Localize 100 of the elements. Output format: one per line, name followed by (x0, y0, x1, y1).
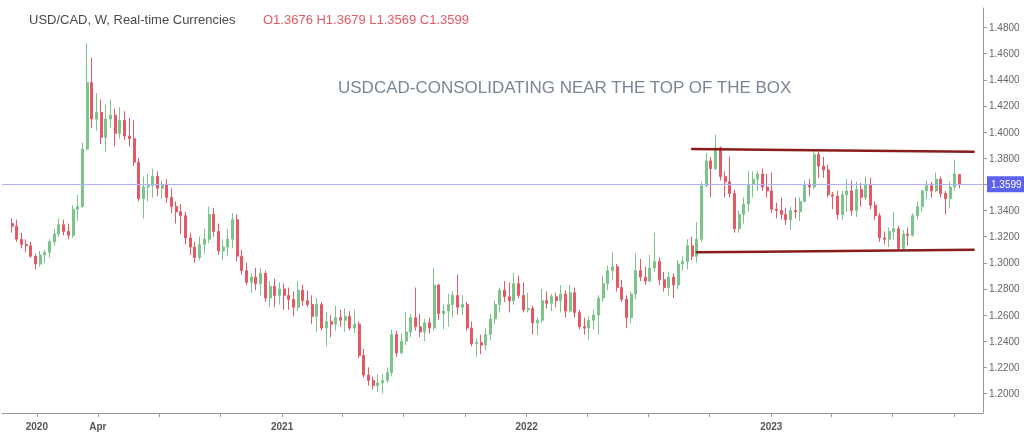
candlestick (372, 375, 375, 390)
candlestick (564, 289, 567, 319)
candlestick (292, 291, 295, 317)
candlestick (264, 270, 267, 303)
candlestick (311, 294, 314, 325)
y-tick-label: 1.4600 (989, 48, 1021, 60)
candlestick (29, 241, 32, 259)
candlestick (850, 179, 853, 217)
candlestick (259, 267, 262, 296)
candlestick (906, 226, 909, 247)
candlestick (813, 149, 816, 191)
candlestick (503, 280, 506, 303)
candlestick (484, 327, 487, 351)
candlestick (587, 315, 590, 341)
candlestick (517, 275, 520, 299)
candlestick (423, 318, 426, 342)
candlestick (531, 305, 534, 336)
candlestick (456, 274, 459, 316)
y-tick-label: 1.4200 (989, 100, 1021, 112)
candlestick (184, 211, 187, 245)
candlestick (480, 334, 483, 355)
candlestick (330, 314, 333, 338)
candlestick (165, 178, 168, 204)
candlestick (592, 309, 595, 330)
candlestick (226, 228, 229, 257)
candlestick (95, 92, 98, 132)
candlestick (728, 156, 731, 198)
y-tick-label: 1.3000 (989, 257, 1021, 269)
candlestick (761, 168, 764, 192)
x-tick-label: Apr (89, 420, 107, 432)
candlestick (114, 108, 117, 147)
candlestick (128, 117, 131, 147)
candlestick (611, 251, 614, 281)
candlestick (597, 294, 600, 336)
candlestick (512, 272, 515, 306)
candlestick (663, 271, 666, 292)
candlestick (752, 170, 755, 198)
candlestick (686, 238, 689, 270)
candlestick (569, 284, 572, 313)
candlestick (283, 283, 286, 311)
candlestick (860, 182, 863, 208)
chart-title: USD/CAD, W, Real-time Currencies (29, 12, 237, 27)
candlestick (639, 258, 642, 282)
candlestick (489, 313, 492, 341)
candlestick (48, 238, 51, 259)
candlestick (958, 173, 961, 189)
candlestick (911, 212, 914, 238)
candlestick (212, 207, 215, 238)
candlestick (297, 280, 300, 312)
candlestick (475, 338, 478, 358)
candlestick (179, 203, 182, 235)
y-tick-label: 1.4800 (989, 22, 1021, 34)
candlestick (536, 317, 539, 336)
candlestick (433, 267, 436, 332)
candlestick (869, 177, 872, 210)
candlestick (541, 288, 544, 324)
y-tick-label: 1.2400 (989, 335, 1021, 347)
candlestick (648, 254, 651, 283)
candlestick (198, 236, 201, 261)
candlestick (367, 366, 370, 387)
candlestick (245, 262, 248, 286)
candlestick (691, 236, 694, 261)
y-tick-label: 1.2200 (989, 361, 1021, 373)
annotation: USDCAD-CONSOLIDATING NEAR THE TOP OF THE BOX (338, 78, 792, 97)
x-tick-label: 2023 (760, 420, 783, 432)
candlestick (789, 206, 792, 231)
candlestick (15, 219, 18, 243)
candlestick (34, 253, 37, 270)
candlestick (545, 291, 548, 309)
candlestick (325, 311, 328, 347)
candlestick (573, 287, 576, 319)
candlestick (944, 190, 947, 215)
y-tick-label: 1.4400 (989, 74, 1021, 86)
candlestick (700, 181, 703, 243)
candlestick (39, 250, 42, 268)
candlestick (653, 232, 656, 273)
candlestick (208, 206, 211, 244)
candlestick (733, 189, 736, 234)
candlestick (405, 311, 408, 346)
candlestick (527, 292, 530, 313)
candlestick (437, 283, 440, 321)
y-tick-label: 1.2000 (989, 387, 1021, 399)
candlestick (315, 297, 318, 333)
candlestick (217, 223, 220, 256)
candlestick (147, 173, 150, 202)
candlestick (273, 277, 276, 308)
candlestick (419, 313, 422, 338)
candlestick (203, 228, 206, 255)
candlestick (400, 332, 403, 355)
candlestick (902, 229, 905, 251)
candlestick (348, 310, 351, 332)
y-tick-label: 1.2600 (989, 309, 1021, 321)
candlestick (935, 172, 938, 193)
ref-line-label: 1.3599 (991, 178, 1023, 190)
candlestick (447, 293, 450, 328)
candlestick (897, 225, 900, 252)
candlestick (67, 223, 70, 240)
candlestick (916, 200, 919, 221)
candlestick (278, 281, 281, 306)
candlestick (20, 232, 23, 249)
